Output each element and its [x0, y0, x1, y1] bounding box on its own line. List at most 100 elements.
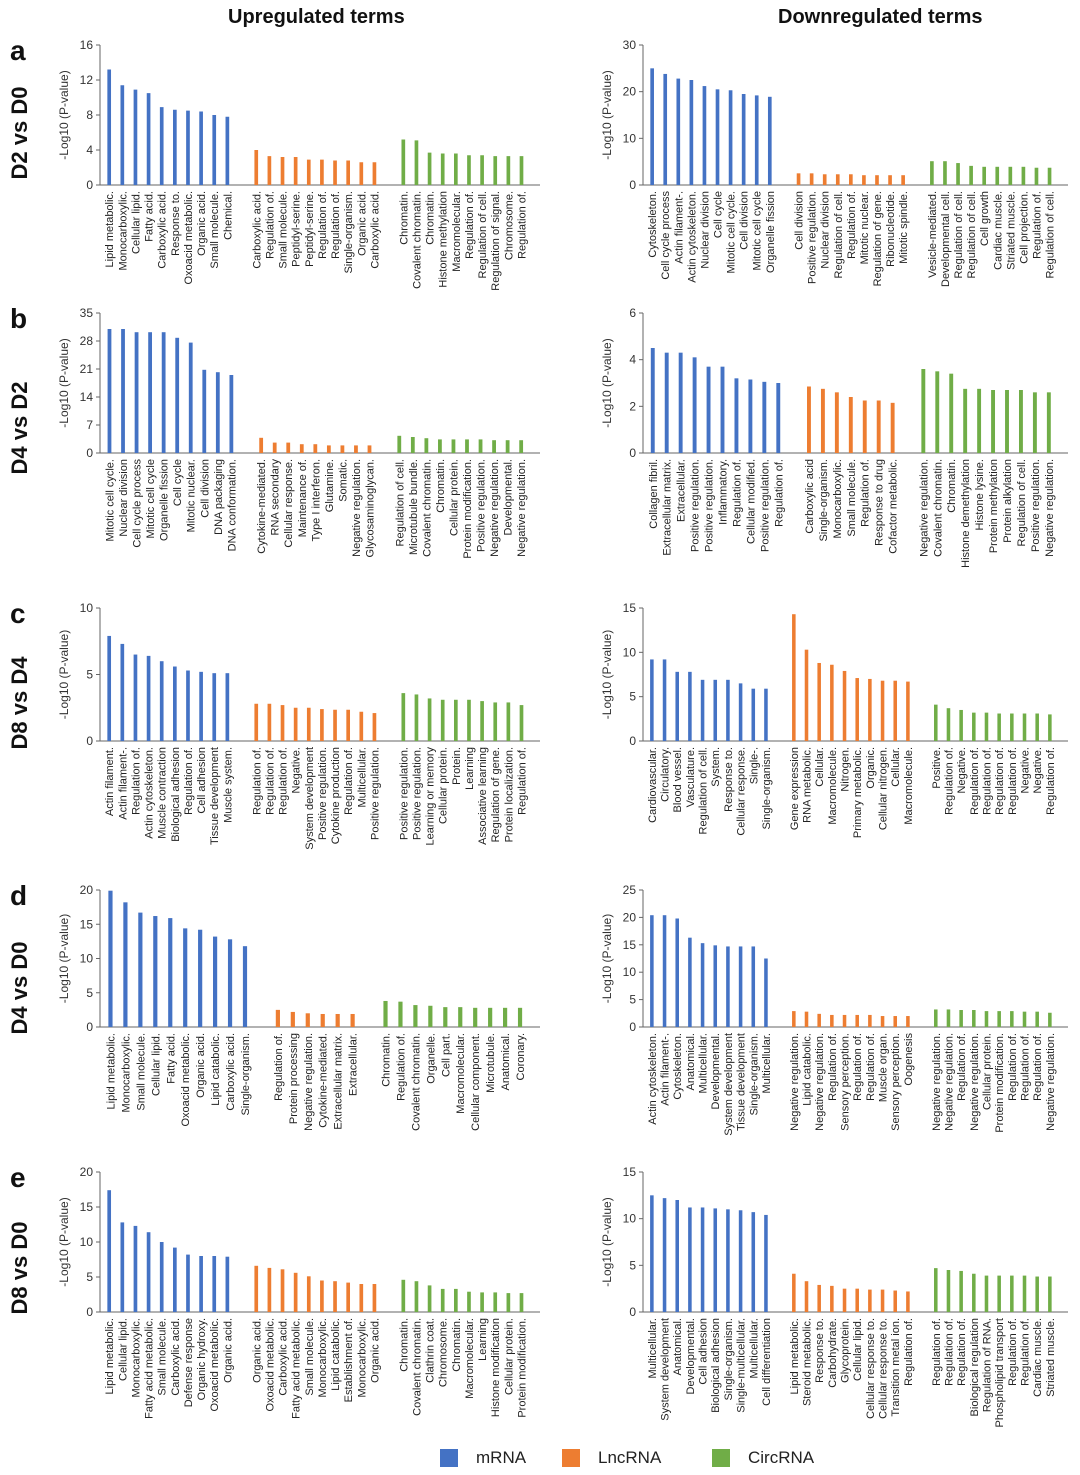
- bar-lncrna: [259, 437, 264, 453]
- x-tick-label: Single-organism.: [723, 1318, 735, 1401]
- x-tick-label: Regulation of RNA.: [981, 1318, 993, 1412]
- y-tick-label: 15: [80, 1200, 94, 1214]
- bar-mrna: [663, 73, 668, 185]
- panel-letter: a: [10, 35, 26, 66]
- x-tick-label: Cell differentiation: [761, 1318, 773, 1406]
- x-tick-label: Positive regulation.: [704, 459, 716, 552]
- y-tick-label: 21: [80, 362, 94, 376]
- bar-circrna: [959, 709, 963, 741]
- y-tick-label: 5: [86, 1270, 93, 1284]
- x-tick-label: Fatty acid.: [144, 191, 156, 242]
- x-tick-label: Monocarboxylic.: [117, 191, 129, 270]
- x-tick-label: Cellular protein.: [981, 1033, 993, 1110]
- x-tick-label: Learning: [477, 1318, 489, 1361]
- bar-lncrna: [830, 1014, 834, 1027]
- bar-mrna: [120, 643, 125, 741]
- x-tick-label: Regulation of cell.: [966, 191, 978, 278]
- bar-mrna: [738, 683, 743, 741]
- bar-mrna: [186, 110, 190, 185]
- x-tick-label: Regulation of.: [852, 1033, 864, 1101]
- bar-circrna: [401, 1279, 406, 1312]
- bar-mrna: [159, 661, 164, 741]
- x-tick-label: Regulation of.: [846, 191, 858, 259]
- bar-mrna: [133, 1225, 138, 1312]
- bar-circrna: [1018, 390, 1023, 453]
- bar-mrna: [662, 1198, 667, 1312]
- bar-circrna: [398, 1001, 403, 1027]
- bar-mrna: [754, 95, 759, 185]
- x-tick-label: Covalent chromatin.: [410, 1033, 422, 1131]
- bar-lncrna: [333, 709, 337, 741]
- legend-swatch-circrna: [712, 1449, 730, 1467]
- y-tick-label: 15: [623, 601, 637, 615]
- x-tick-label: Cell growth: [979, 191, 991, 246]
- bar-mrna: [713, 679, 718, 741]
- bar-mrna: [650, 1195, 654, 1312]
- bar-mrna: [146, 1232, 151, 1312]
- bar-circrna: [467, 1291, 471, 1312]
- x-tick-label: Positive.: [931, 747, 943, 789]
- bar-lncrna: [333, 1281, 337, 1312]
- y-tick-label: 7: [86, 418, 93, 432]
- bar-mrna: [764, 1214, 768, 1312]
- bar-mrna: [225, 673, 230, 741]
- x-tick-label: Regulation of.: [969, 747, 981, 815]
- x-tick-label: Mitotic spindle.: [898, 191, 910, 264]
- y-tick-label: 20: [80, 1165, 94, 1179]
- bar-circrna: [943, 161, 947, 185]
- y-tick-label: 0: [629, 1305, 636, 1319]
- x-tick-label: Developmental.: [685, 1318, 697, 1394]
- x-tick-label: Multicellular.: [748, 1318, 760, 1379]
- x-tick-label: Negative.: [1020, 747, 1032, 793]
- bar-circrna: [1021, 166, 1026, 185]
- x-tick-label: Chromatin.: [946, 459, 958, 513]
- y-tick-label: 20: [623, 910, 637, 924]
- bar-circrna: [519, 1293, 524, 1312]
- bar-circrna: [977, 388, 982, 453]
- bar-circrna: [934, 1009, 938, 1027]
- x-tick-label: Regulation of.: [731, 459, 743, 527]
- panel-letter: d: [10, 880, 28, 911]
- x-tick-label: Regulation of cell.: [1016, 459, 1028, 546]
- x-tick-label: Regulation of.: [1031, 191, 1043, 259]
- x-tick-label: Multicellular.: [761, 1033, 773, 1094]
- x-tick-label: Nuclear division: [699, 191, 711, 269]
- x-tick-label: Mitotic nuclear.: [859, 191, 871, 264]
- bar-lncrna: [313, 444, 318, 453]
- bar-mrna: [650, 915, 654, 1027]
- x-tick-label: Small molecule.: [157, 1318, 169, 1396]
- bar-lncrna: [350, 1013, 355, 1027]
- bar-mrna: [188, 342, 193, 453]
- bar-circrna: [424, 438, 429, 453]
- bar-circrna: [946, 708, 951, 741]
- x-tick-label: Tissue development: [736, 1033, 748, 1131]
- x-tick-label: Macromolecule.: [903, 747, 915, 825]
- bar-circrna: [517, 1007, 523, 1027]
- x-tick-label: Lipid metabolic.: [104, 191, 116, 267]
- bar-mrna: [738, 946, 743, 1027]
- bar-mrna: [751, 688, 756, 741]
- x-tick-label: Negative.: [1032, 747, 1044, 793]
- x-tick-label: Macromolecular.: [451, 191, 463, 272]
- bar-circrna: [1034, 167, 1039, 185]
- bar-lncrna: [372, 713, 377, 741]
- bar-mrna: [134, 332, 139, 453]
- comparison-label: D4 vs D2: [7, 381, 32, 475]
- x-tick-label: Cardiac muscle.: [1032, 1318, 1044, 1397]
- bar-lncrna: [906, 1291, 910, 1312]
- bar-mrna: [662, 915, 667, 1027]
- x-tick-label: Small molecule.: [304, 1318, 316, 1396]
- bar-circrna: [934, 1268, 938, 1312]
- bar-lncrna: [359, 1284, 364, 1312]
- legend-label: mRNA: [476, 1448, 527, 1467]
- bar-mrna: [776, 383, 781, 453]
- bar-lncrna: [286, 442, 291, 453]
- x-tick-label: Regulation of.: [1007, 747, 1019, 815]
- bar-lncrna: [817, 1284, 821, 1312]
- x-tick-label: Regulation of.: [994, 747, 1006, 815]
- x-tick-label: Positive regulation.: [317, 747, 329, 840]
- x-tick-label: Cytoskeleton.: [672, 1033, 684, 1100]
- y-tick-label: 0: [86, 734, 93, 748]
- x-tick-label: Cell cycle: [713, 191, 725, 238]
- y-tick-label: 6: [629, 306, 636, 320]
